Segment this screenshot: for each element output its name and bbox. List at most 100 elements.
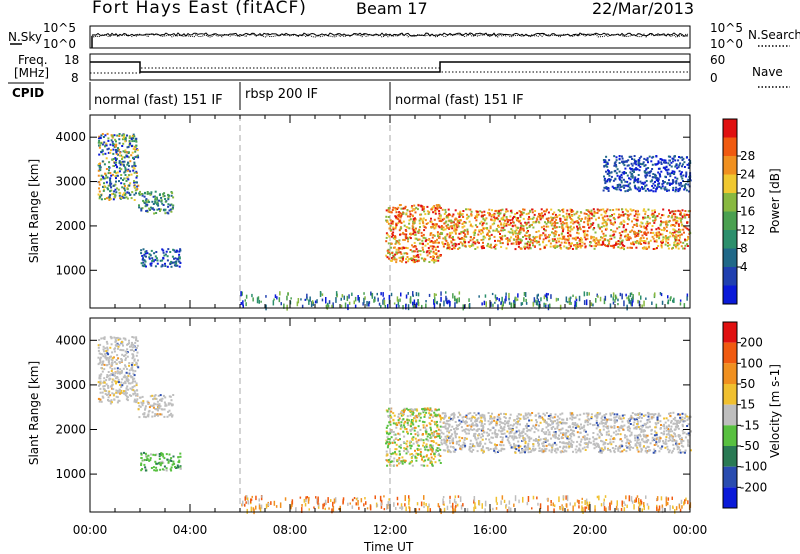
- echo-cell: [472, 443, 474, 446]
- echo-cell: [451, 425, 454, 428]
- echo-cell: [427, 458, 430, 461]
- echo-cell: [651, 168, 654, 170]
- echo-cell: [643, 164, 646, 167]
- echo-cell: [679, 187, 681, 190]
- echo-cell: [99, 162, 102, 165]
- echo-cell: [136, 154, 139, 157]
- echo-cell: [643, 423, 646, 426]
- near-range-echo: [630, 292, 633, 295]
- echo-cell: [110, 343, 113, 346]
- echo-cell: [572, 210, 575, 213]
- echo-cell: [106, 348, 109, 351]
- echo-cell: [532, 216, 535, 219]
- echo-cell: [545, 217, 548, 220]
- echo-cell: [589, 422, 592, 425]
- echo-cell: [681, 156, 684, 159]
- echo-cell: [608, 180, 611, 183]
- echo-cell: [438, 210, 441, 212]
- beam-title: Beam 17: [356, 0, 428, 18]
- echo-cell: [627, 159, 630, 162]
- echo-cell: [618, 183, 621, 186]
- echo-cell: [482, 449, 485, 452]
- echo-cell: [482, 451, 484, 454]
- colorbar-swatch: [723, 230, 737, 249]
- echo-cell: [132, 133, 135, 136]
- echo-cell: [114, 183, 117, 186]
- echo-cell: [166, 255, 169, 258]
- echo-cell: [594, 240, 597, 243]
- echo-cell: [126, 355, 129, 358]
- echo-cell: [677, 425, 679, 427]
- echo-cell: [640, 450, 643, 453]
- echo-cell: [473, 416, 476, 419]
- echo-cell: [154, 394, 157, 397]
- echo-cell: [113, 374, 116, 377]
- near-range-echo: [332, 302, 334, 309]
- echo-cell: [667, 168, 670, 171]
- echo-cell: [399, 213, 402, 216]
- echo-cell: [415, 248, 418, 251]
- echo-cell: [152, 195, 155, 198]
- echo-cell: [544, 450, 547, 453]
- echo-cell: [603, 215, 606, 218]
- echo-cell: [664, 167, 667, 170]
- echo-cell: [140, 469, 143, 472]
- near-range-echo: [380, 305, 382, 308]
- echo-cell: [399, 461, 402, 464]
- near-range-echo: [402, 305, 404, 310]
- echo-cell: [150, 264, 153, 267]
- echo-cell: [408, 227, 411, 230]
- echo-cell: [629, 208, 632, 211]
- echo-cell: [110, 372, 113, 375]
- near-range-echo: [535, 299, 537, 303]
- echo-cell: [121, 195, 124, 198]
- echo-cell: [125, 398, 128, 401]
- echo-cell: [432, 257, 435, 260]
- echo-cell: [524, 448, 527, 451]
- echo-cell: [105, 197, 108, 200]
- echo-cell: [490, 246, 493, 249]
- echo-cell: [456, 219, 459, 222]
- echo-cell: [489, 246, 492, 248]
- echo-cell: [655, 438, 658, 441]
- echo-cell: [122, 179, 124, 181]
- echo-cell: [636, 434, 639, 437]
- echo-cell: [673, 170, 676, 173]
- echo-cell: [557, 209, 560, 212]
- echo-cell: [647, 167, 650, 169]
- echo-cell: [425, 431, 428, 434]
- echo-cell: [648, 418, 651, 421]
- echo-cell: [109, 402, 112, 405]
- near-range-echo: [357, 295, 359, 301]
- near-range-echo: [501, 296, 503, 302]
- echo-cell: [418, 242, 421, 245]
- echo-cell: [499, 237, 502, 240]
- echo-cell: [588, 211, 591, 213]
- echo-cell: [432, 205, 435, 208]
- echo-cell: [131, 366, 134, 369]
- echo-cell: [139, 190, 141, 193]
- echo-cell: [655, 239, 658, 242]
- near-range-echo: [371, 292, 373, 297]
- echo-cell: [430, 221, 433, 223]
- echo-cell: [110, 337, 113, 340]
- echo-cell: [162, 394, 165, 397]
- echo-cell: [568, 241, 571, 244]
- echo-cell: [109, 179, 111, 182]
- echo-cell: [488, 235, 491, 237]
- echo-cell: [414, 455, 417, 458]
- echo-cell: [103, 338, 106, 340]
- echo-cell: [663, 181, 666, 183]
- echo-cell: [160, 196, 163, 199]
- echo-cell: [663, 187, 666, 190]
- echo-cell: [685, 189, 688, 192]
- echo-cell: [458, 222, 461, 225]
- echo-cell: [597, 425, 600, 428]
- near-range-echo: [368, 301, 371, 304]
- echo-cell: [528, 226, 531, 228]
- echo-cell: [179, 455, 182, 458]
- echo-cell: [102, 185, 104, 188]
- echo-cell: [471, 422, 474, 425]
- echo-cell: [102, 153, 105, 156]
- echo-cell: [126, 155, 129, 158]
